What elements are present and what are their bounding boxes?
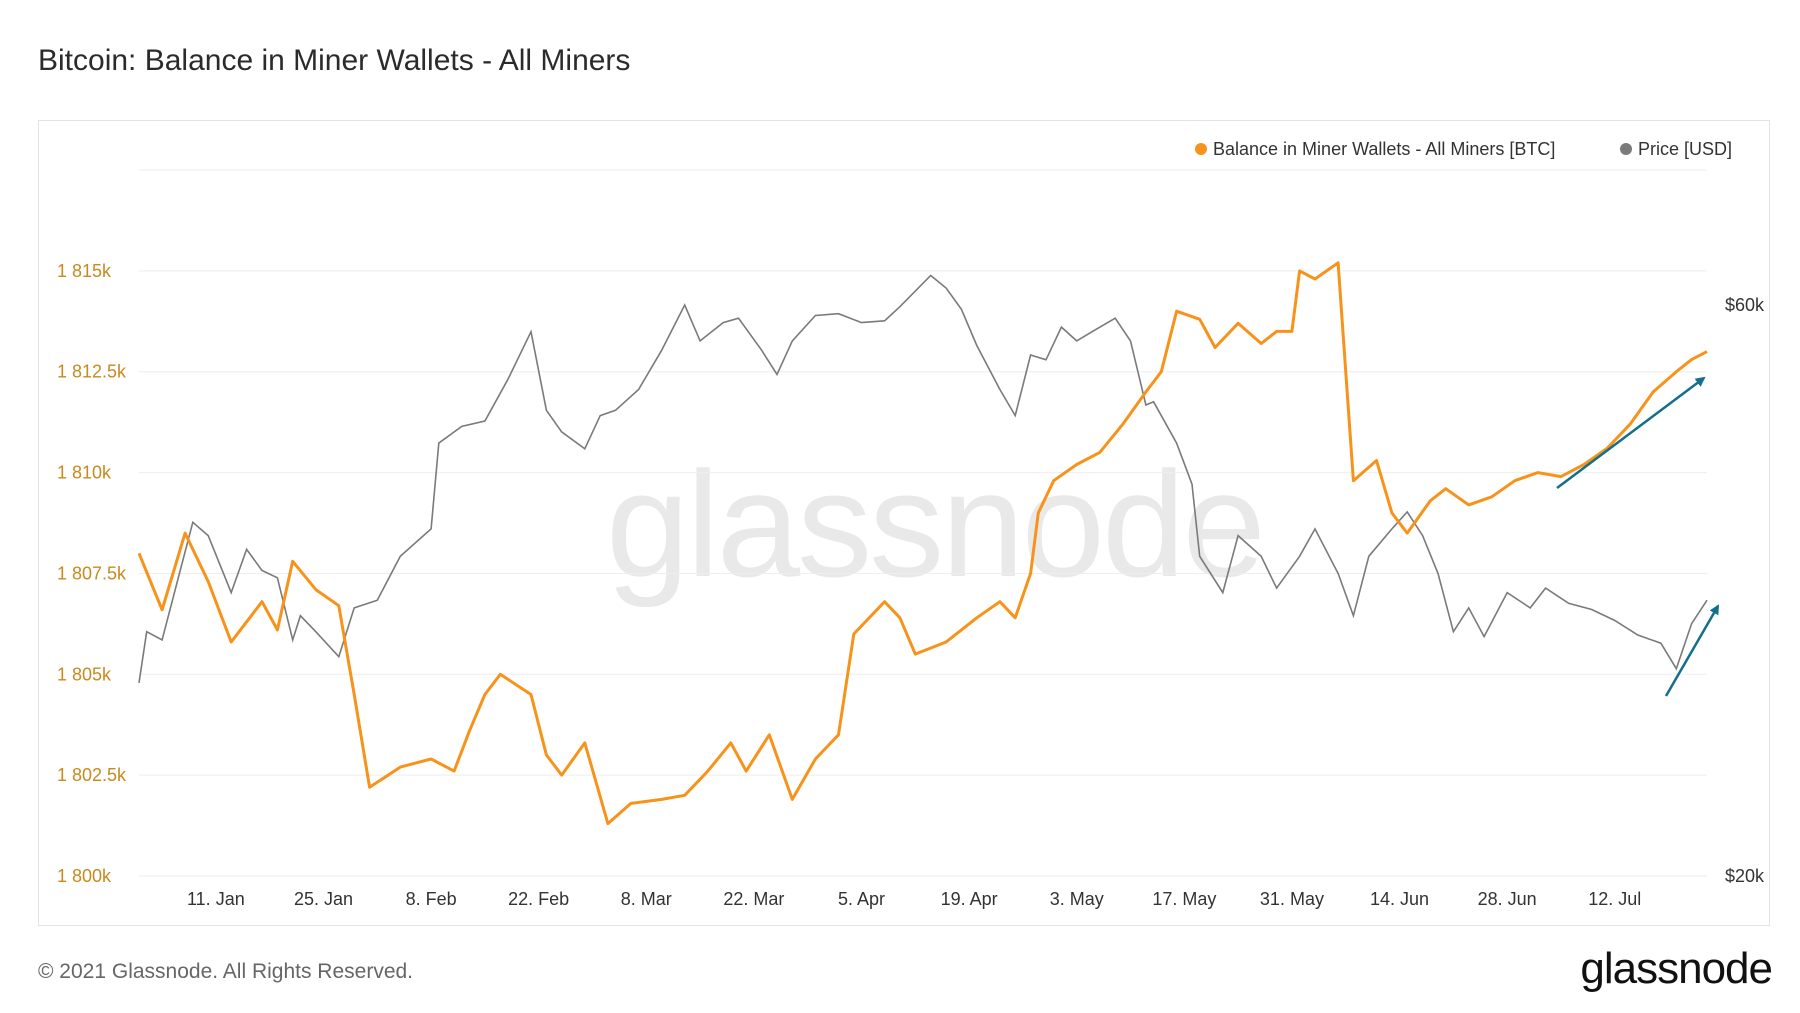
copyright-footer: © 2021 Glassnode. All Rights Reserved.	[38, 960, 414, 983]
series-lines	[137, 261, 1708, 826]
chart-panel: glassnode 1 800k 1 802.5k 1 805k 1 807.5k 1 …	[38, 120, 1770, 926]
x-tick-label: 8. Mar	[621, 889, 672, 909]
right-tick-label: $60k	[1725, 295, 1765, 315]
left-tick-label: 1 805k	[57, 664, 112, 684]
miner-balance-line	[137, 261, 1708, 826]
x-tick-label: 17. May	[1152, 889, 1216, 909]
x-tick-label: 8. Feb	[406, 889, 457, 909]
price-usd-line	[138, 274, 1708, 684]
left-tick-label: 1 810k	[57, 463, 112, 483]
x-tick-label: 19. Apr	[941, 889, 998, 909]
right-tick-label: $20k	[1725, 866, 1765, 886]
legend-label-balance: Balance in Miner Wallets - All Miners [B…	[1213, 139, 1555, 159]
x-tick-label: 25. Jan	[294, 889, 353, 909]
price-trend-arrow	[1664, 604, 1720, 697]
watermark-text: glassnode	[606, 440, 1263, 608]
trend-arrows	[1556, 376, 1720, 697]
x-tick-label: 22. Feb	[508, 889, 569, 909]
legend-marker-balance	[1195, 143, 1207, 155]
left-axis: 1 800k 1 802.5k 1 805k 1 807.5k 1 810k 1 812.…	[57, 261, 127, 886]
left-tick-label: 1 812.5k	[57, 362, 127, 382]
left-tick-label: 1 815k	[57, 261, 112, 281]
legend-marker-price	[1620, 143, 1632, 155]
left-tick-label: 1 807.5k	[57, 563, 127, 583]
left-tick-label: 1 800k	[57, 866, 112, 886]
x-tick-label: 3. May	[1050, 889, 1104, 909]
balance-trend-arrow	[1556, 376, 1706, 490]
x-axis: 11. Jan 25. Jan 8. Feb 22. Feb 8. Mar 22. Mar…	[187, 889, 1641, 909]
glassnode-logo[interactable]: glassnode	[1580, 944, 1773, 993]
x-tick-label: 14. Jun	[1370, 889, 1429, 909]
right-axis: $20k $60k	[1725, 295, 1765, 886]
x-tick-label: 31. May	[1260, 889, 1324, 909]
left-tick-label: 1 802.5k	[57, 765, 127, 785]
legend: Balance in Miner Wallets - All Miners [B…	[1195, 139, 1732, 159]
legend-label-price: Price [USD]	[1638, 139, 1732, 159]
x-tick-label: 11. Jan	[187, 889, 245, 909]
x-tick-label: 5. Apr	[838, 889, 885, 909]
x-tick-label: 28. Jun	[1478, 889, 1537, 909]
gridlines	[139, 169, 1707, 877]
x-tick-label: 22. Mar	[723, 889, 784, 909]
x-tick-label: 12. Jul	[1588, 889, 1641, 909]
chart-title: Bitcoin: Balance in Miner Wallets - All …	[38, 44, 631, 77]
